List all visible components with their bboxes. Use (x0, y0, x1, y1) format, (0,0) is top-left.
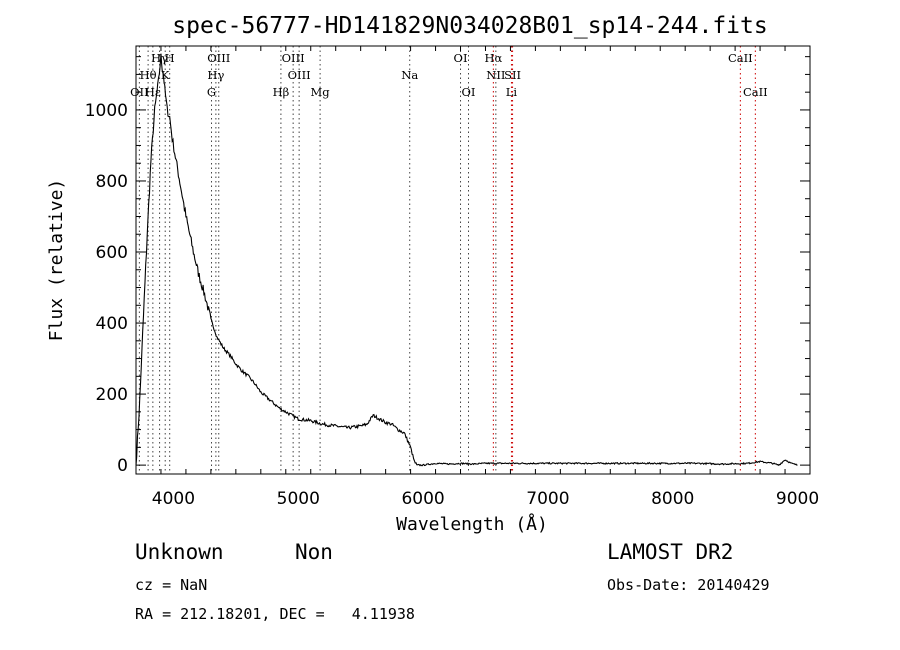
y-tick-label: 600 (96, 243, 128, 263)
y-tick-label: 800 (96, 172, 128, 192)
spectrum-series-line (135, 53, 798, 467)
spectral-line-label: Hθ (140, 68, 157, 82)
spectral-line-label: Hγ (207, 68, 224, 82)
spectral-line-label: Hγ (151, 51, 168, 65)
y-tick-label: 200 (96, 385, 128, 405)
spectral-line-label: OI (454, 51, 468, 65)
coordinates-text: RA = 212.18201, DEC = 4.11938 (135, 605, 415, 623)
chart-title: spec-56777-HD141829N034028B01_sp14-244.f… (172, 13, 767, 39)
x-axis-label: Wavelength (Å) (396, 513, 548, 535)
y-tick-label: 1000 (85, 101, 128, 121)
plot-frame (135, 45, 811, 475)
spectral-line-label: CaII (728, 51, 753, 65)
spectral-line-label: Li (506, 85, 518, 99)
x-tick-label: 8000 (651, 489, 694, 509)
x-tick-label: 9000 (776, 489, 819, 509)
spectral-line-label: OIII (207, 51, 230, 65)
survey-label: LAMOST DR2 (607, 540, 734, 564)
object-subclass: Non (295, 540, 333, 564)
spectral-line-label: G (207, 85, 216, 99)
y-tick-label: 400 (96, 314, 128, 334)
x-tick-label: 4000 (152, 489, 195, 509)
spectral-line-label: SII (504, 68, 521, 82)
x-tick-label: 7000 (526, 489, 569, 509)
object-class: Unknown (135, 540, 224, 564)
axis-ticks: 4000 5000 6000 7000 8000 9000 0 200 400 600 800 100… (85, 46, 819, 509)
x-tick-label: 6000 (401, 489, 444, 509)
spectral-line-label: K (161, 68, 170, 82)
y-axis-label: Flux (relative) (46, 179, 67, 342)
spectral-line-label: OIII (288, 68, 311, 82)
spectral-line-label: Mg (311, 85, 331, 99)
spectral-line-label: Hβ (273, 85, 290, 99)
spectral-line-label: OIII (282, 51, 305, 65)
spectral-line-label: Hε (145, 85, 161, 99)
spectral-line-label: Hα (484, 51, 502, 65)
y-tick-label: 0 (117, 456, 128, 476)
x-tick-label: 5000 (277, 489, 320, 509)
redshift-text: cz = NaN (135, 576, 208, 594)
obs-date-text: Obs-Date: 20140429 (607, 576, 770, 594)
spectral-line-label: NII (486, 68, 505, 82)
spectral-line-label: Na (401, 68, 418, 82)
spectral-line-label: OI (462, 85, 476, 99)
spectral-line-label: H (165, 51, 175, 65)
spectral-line-label: CaII (743, 85, 768, 99)
